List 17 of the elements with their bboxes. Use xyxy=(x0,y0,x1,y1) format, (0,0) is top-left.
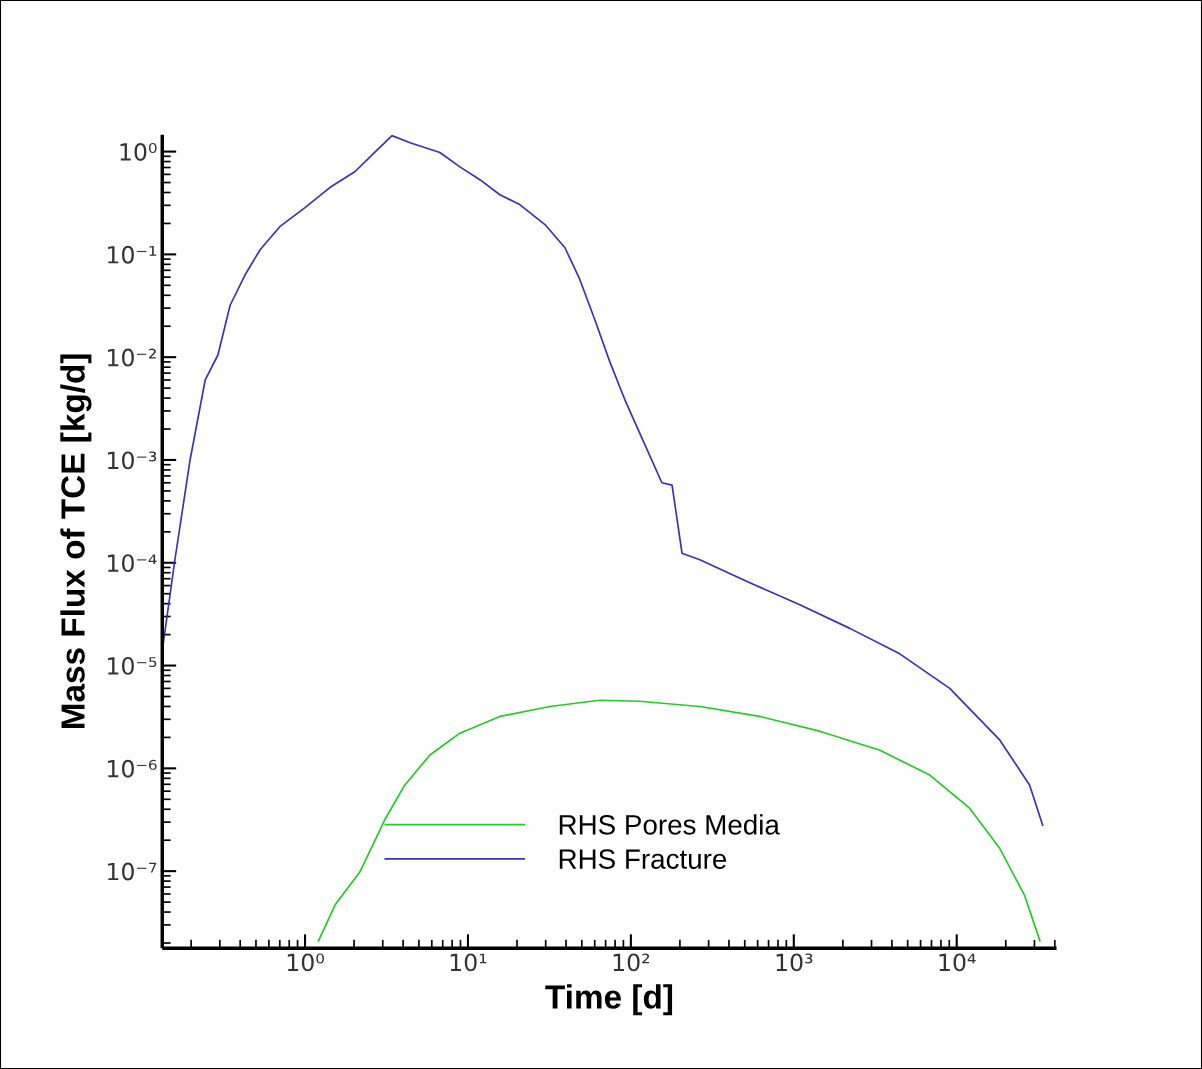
y-tick-label: 10⁻⁵ xyxy=(108,657,157,675)
x-tick-label: 10³ xyxy=(776,953,813,972)
y-tick-label: 10⁻⁶ xyxy=(108,759,157,778)
y-tick-label: 10⁻⁷ xyxy=(108,862,157,881)
x-tick-label: 10⁰ xyxy=(287,953,324,972)
x-tick-label: 10¹ xyxy=(450,953,487,972)
y-tick-label: 10⁻⁴ xyxy=(108,554,157,573)
y-tick-label: 10⁻³ xyxy=(108,451,157,470)
y-tick-label: 10⁰ xyxy=(120,143,157,161)
x-axis-title: Time [d] xyxy=(545,984,673,1016)
y-axis-title: Mass Flux of TCE [kg/d] xyxy=(60,354,92,729)
x-tick-label: 10² xyxy=(613,953,650,972)
y-tick-label: 10⁻² xyxy=(108,348,156,367)
legend-label: RHS Fracture xyxy=(559,849,727,869)
x-tick-label: 10⁴ xyxy=(939,953,976,972)
legend-label: RHS Pores Media xyxy=(559,814,780,835)
y-tick-label: 10⁻¹ xyxy=(108,245,157,264)
